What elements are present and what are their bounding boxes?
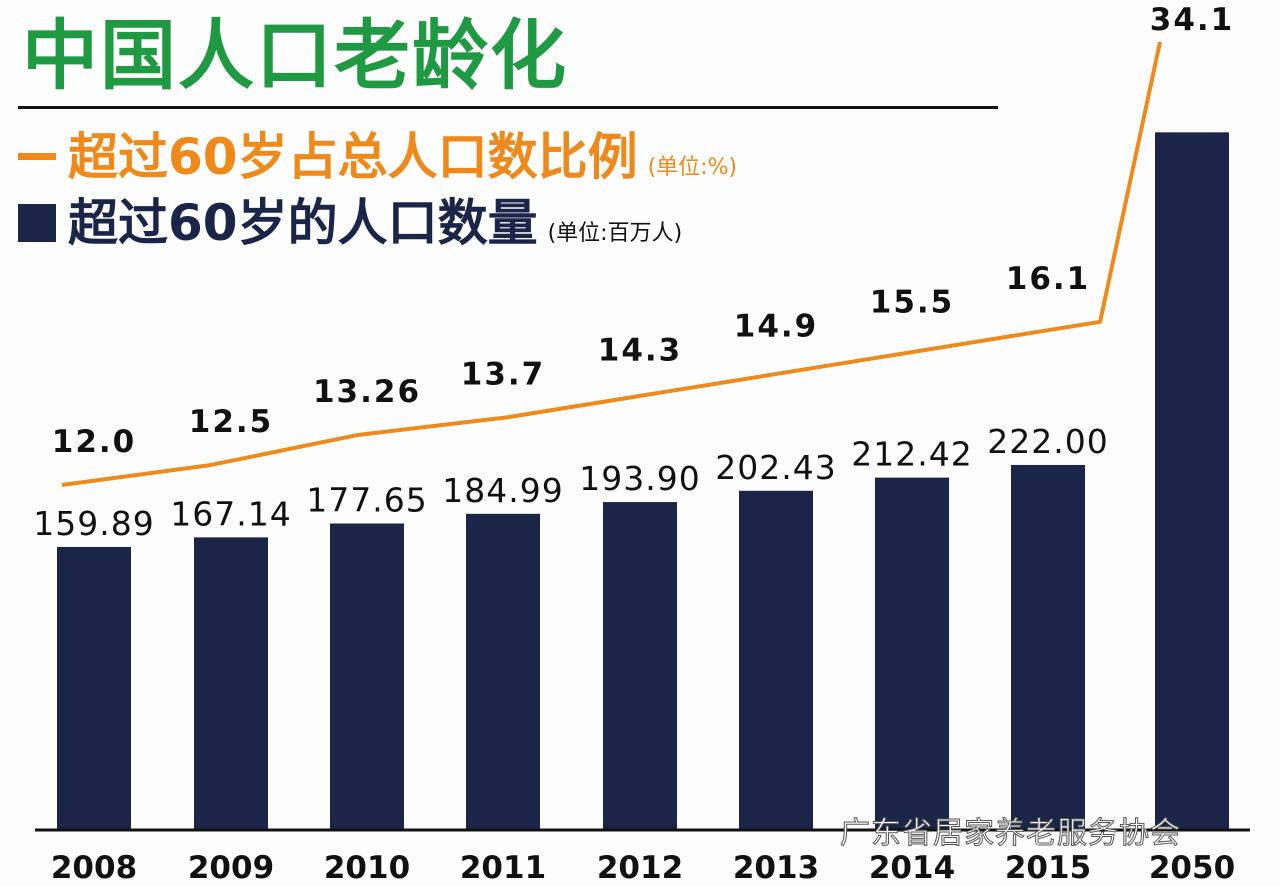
line-label-2011: 13.7 [461, 356, 546, 392]
x-tick-2009: 2009 [188, 850, 274, 886]
x-tick-2008: 2008 [51, 850, 137, 886]
line-label-2050: 34.1 [1150, 2, 1235, 38]
bar-label-2014: 212.42 [851, 435, 972, 474]
legend-bar: 超过60岁的人口数量 (单位:百万人) [18, 198, 682, 248]
legend-line-unit: (单位:%) [647, 155, 738, 180]
bar-2008 [57, 546, 131, 830]
line-label-2014: 15.5 [870, 285, 955, 321]
bar-2013 [739, 490, 813, 830]
legend-bar-label: 超过60岁的人口数量 [68, 194, 538, 252]
legend-bar-unit: (单位:百万人) [547, 221, 683, 246]
bar-label-2008: 159.89 [33, 504, 154, 543]
bar-label-2011: 184.99 [442, 471, 563, 510]
line-label-2012: 14.3 [598, 332, 683, 368]
line-series [61, 41, 1162, 487]
line-label-2008: 12.0 [52, 424, 137, 460]
x-tick-2012: 2012 [597, 850, 683, 886]
bar-label-2010: 177.65 [306, 481, 427, 520]
x-tick-2011: 2011 [460, 850, 546, 886]
line-label-2013: 14.9 [734, 309, 819, 345]
x-tick-2014: 2014 [869, 850, 955, 886]
chart-title: 中国人口老龄化 [22, 11, 568, 100]
x-tick-2013: 2013 [733, 850, 819, 886]
legend-line-label: 超过60岁占总人口数比例 [68, 128, 638, 186]
bar-2009 [194, 537, 268, 830]
line-label-2009: 12.5 [189, 404, 274, 440]
bar-2010 [330, 523, 404, 830]
bar-label-2013: 202.43 [715, 448, 836, 487]
bar-2014 [875, 477, 949, 830]
bar-2050 [1155, 132, 1229, 830]
legend-bar-swatch [18, 204, 56, 242]
bar-label-2015: 222.00 [987, 422, 1108, 461]
title-divider [18, 106, 998, 109]
x-tick-2010: 2010 [324, 850, 410, 886]
bar-2015 [1011, 464, 1085, 830]
line-label-2010: 13.26 [313, 374, 421, 410]
bar-2012 [603, 502, 677, 830]
bar-label-2009: 167.14 [170, 494, 291, 533]
legend-line-swatch [18, 153, 56, 160]
x-tick-2050: 2050 [1149, 850, 1235, 886]
line-label-2015: 16.1 [1006, 261, 1091, 297]
bar-label-2012: 193.90 [579, 459, 700, 498]
legend-line: 超过60岁占总人口数比例 (单位:%) [18, 132, 737, 182]
watermark: 广东省居家养老服务协会 [840, 816, 1181, 852]
x-tick-2015: 2015 [1005, 850, 1091, 886]
bar-2011 [466, 513, 540, 830]
